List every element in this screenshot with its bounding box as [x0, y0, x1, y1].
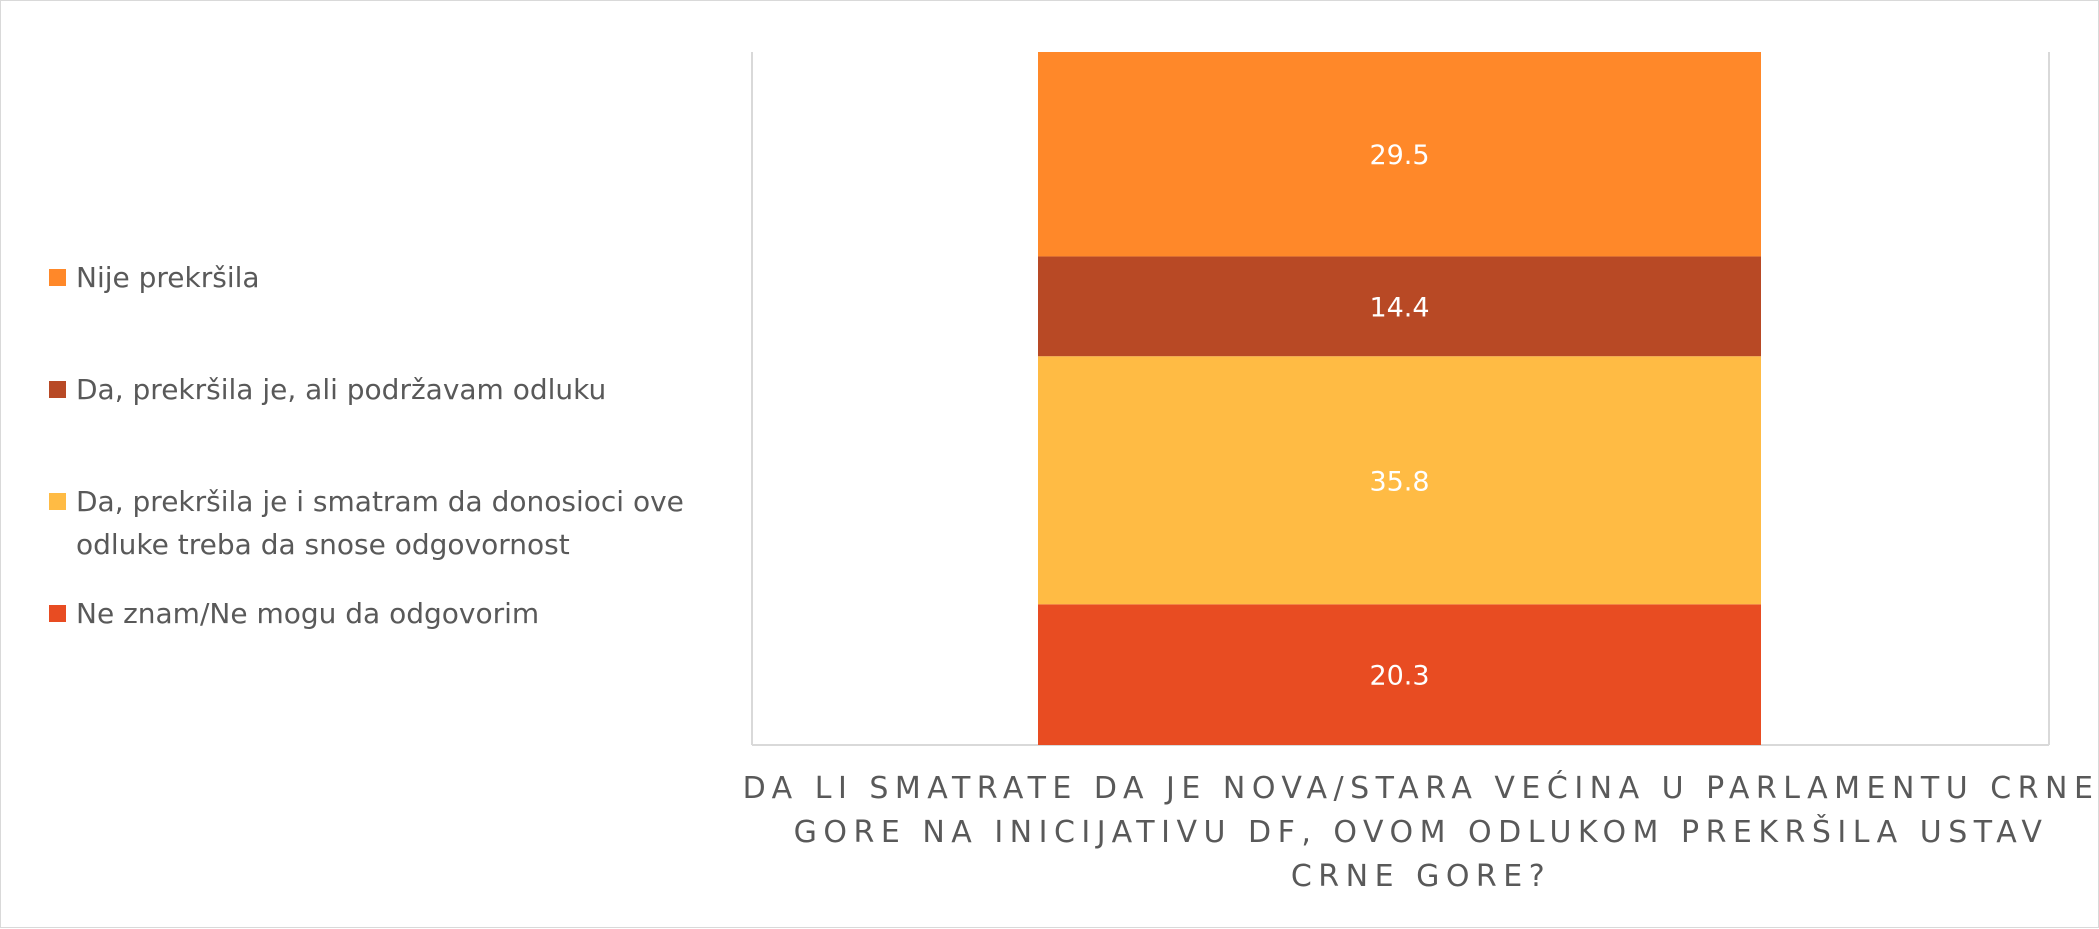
legend-label: Nije prekršila	[76, 256, 260, 299]
legend-label-line: odluke treba da snose odgovornost	[76, 528, 570, 561]
legend-item-3: Da, prekršila je i smatram da donosioci …	[49, 480, 709, 566]
legend-label: Da, prekršila je, ali podržavam odluku	[76, 368, 606, 411]
legend-label-line: Da, prekršila je, ali podržavam odluku	[76, 373, 607, 406]
data-label-4: 29.5	[1369, 140, 1429, 171]
legend-swatch	[49, 605, 66, 622]
data-label-1: 20.3	[1369, 661, 1429, 692]
x-axis-title-line: CRNE GORE?	[1290, 859, 1552, 894]
x-axis-title-line: GORE NA INICIJATIVU DF, OVOM ODLUKOM PRE…	[793, 815, 2049, 850]
x-axis-title: DA LI SMATRATE DA JE NOVA/STARA VEĆINA U…	[741, 767, 2099, 899]
legend-label: Da, prekršila je i smatram da donosioci …	[76, 480, 684, 566]
data-label-3: 14.4	[1369, 292, 1429, 323]
legend-label-line: Ne znam/Ne mogu da odgovorim	[76, 597, 540, 630]
bar-segment-4	[1038, 52, 1761, 257]
bar-segment-1	[1038, 604, 1761, 745]
legend-label-line: Da, prekršila je i smatram da donosioci …	[76, 485, 684, 518]
legend-swatch	[49, 269, 66, 286]
legend-item-4: Ne znam/Ne mogu da odgovorim	[49, 592, 709, 635]
legend-swatch	[49, 493, 66, 510]
x-axis-title-line: DA LI SMATRATE DA JE NOVA/STARA VEĆINA U…	[742, 771, 2099, 806]
legend-label: Ne znam/Ne mogu da odgovorim	[76, 592, 539, 635]
legend-swatch	[49, 381, 66, 398]
legend-label-line: Nije prekršila	[76, 261, 260, 294]
bar-segment-3	[1038, 256, 1761, 357]
legend-item-1: Nije prekršila	[49, 256, 709, 299]
legend-item-2: Da, prekršila je, ali podržavam odluku	[49, 368, 709, 411]
data-label-2: 35.8	[1369, 466, 1429, 497]
bar-segment-2	[1038, 356, 1761, 605]
